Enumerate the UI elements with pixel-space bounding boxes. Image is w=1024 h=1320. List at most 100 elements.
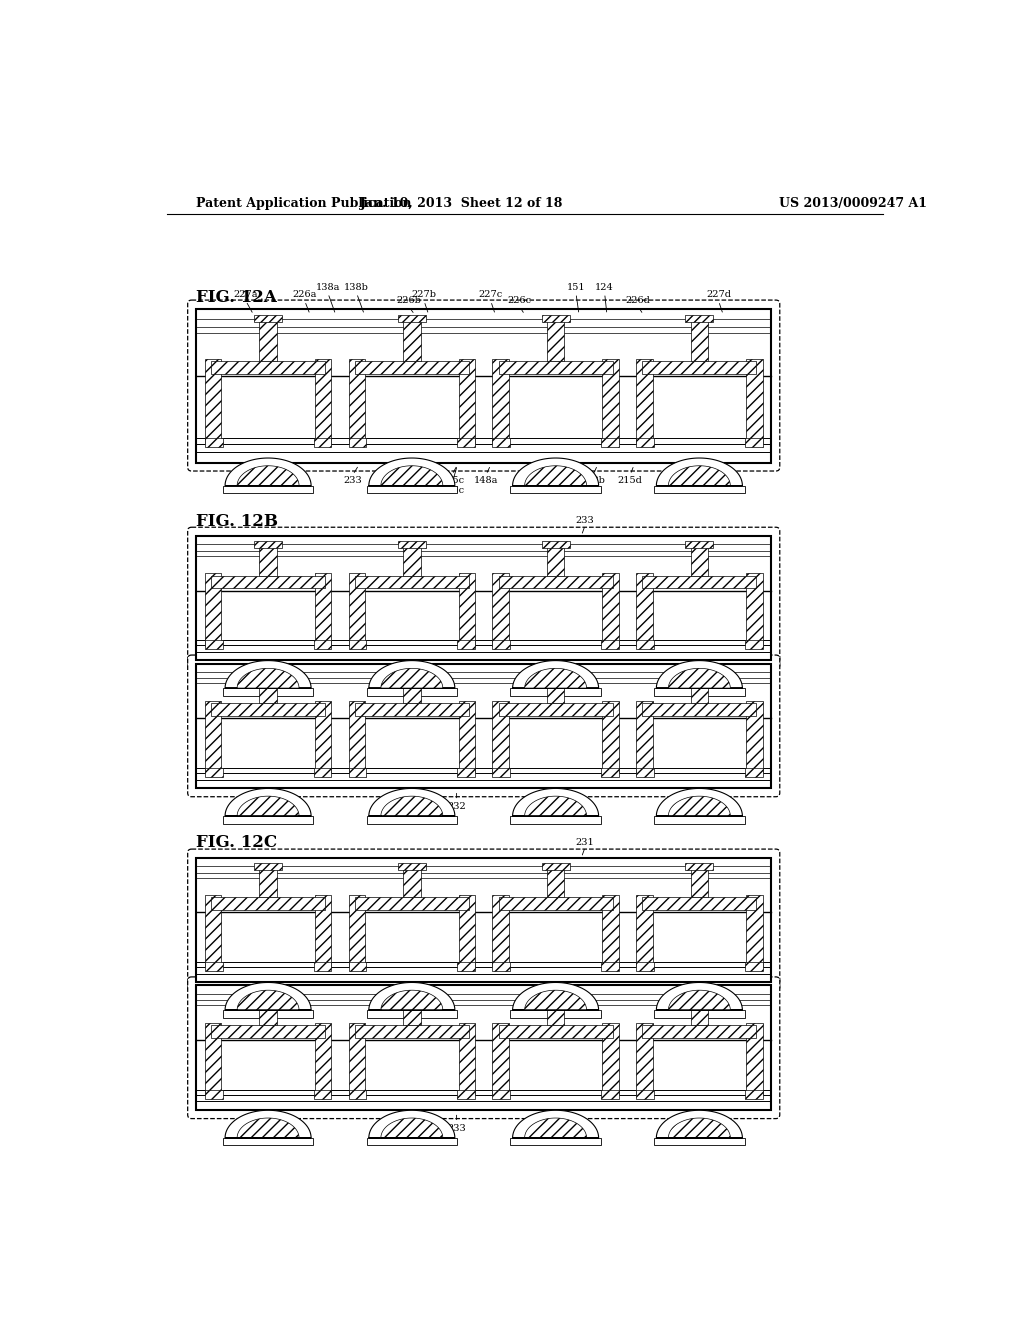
Bar xyxy=(547,545,564,576)
Bar xyxy=(493,701,509,774)
Bar xyxy=(499,362,612,374)
Bar xyxy=(259,319,276,362)
Bar xyxy=(348,962,367,972)
Bar xyxy=(459,895,475,968)
Polygon shape xyxy=(381,466,442,486)
Polygon shape xyxy=(513,1110,599,1138)
Bar xyxy=(223,1138,313,1146)
Bar xyxy=(685,314,714,322)
FancyBboxPatch shape xyxy=(187,977,779,1118)
Bar xyxy=(602,573,618,645)
Bar xyxy=(636,1090,654,1100)
Bar xyxy=(205,573,221,645)
Bar xyxy=(746,359,763,444)
Bar xyxy=(542,668,569,676)
Text: 231: 231 xyxy=(575,838,595,847)
Polygon shape xyxy=(656,1110,742,1138)
Text: 151: 151 xyxy=(566,282,586,292)
Bar xyxy=(654,816,744,824)
Bar xyxy=(223,816,313,824)
Polygon shape xyxy=(669,1118,730,1138)
Bar xyxy=(197,536,771,660)
Bar xyxy=(510,816,601,824)
Bar xyxy=(744,962,763,972)
Bar xyxy=(690,995,709,1026)
Bar xyxy=(601,1090,618,1100)
Polygon shape xyxy=(513,660,599,688)
Bar xyxy=(398,668,426,676)
Bar xyxy=(254,862,282,870)
Bar xyxy=(348,438,367,446)
Bar xyxy=(636,962,654,972)
Bar xyxy=(403,545,421,576)
Bar xyxy=(636,701,652,774)
Bar xyxy=(493,768,510,777)
Bar xyxy=(367,1010,457,1018)
Text: 226b: 226b xyxy=(396,296,421,305)
Bar xyxy=(211,362,325,374)
FancyBboxPatch shape xyxy=(187,527,779,669)
Text: Patent Application Publication: Patent Application Publication xyxy=(197,197,412,210)
Polygon shape xyxy=(524,1118,587,1138)
Bar xyxy=(259,673,276,704)
Bar xyxy=(459,701,475,774)
Bar xyxy=(355,576,469,589)
Text: 233: 233 xyxy=(343,477,362,486)
Polygon shape xyxy=(656,458,742,486)
Bar xyxy=(636,768,654,777)
Bar xyxy=(601,962,618,972)
Bar xyxy=(499,576,612,589)
Bar xyxy=(313,640,332,649)
Bar xyxy=(636,573,652,645)
Bar xyxy=(459,573,475,645)
Text: FIG. 12A: FIG. 12A xyxy=(197,289,278,306)
Bar xyxy=(254,990,282,998)
Polygon shape xyxy=(225,458,311,486)
Text: 215c: 215c xyxy=(440,477,464,486)
Bar xyxy=(197,664,771,788)
Text: 138b: 138b xyxy=(344,282,369,292)
Bar xyxy=(690,867,709,898)
Bar xyxy=(355,898,469,909)
Bar xyxy=(744,640,763,649)
Bar xyxy=(636,640,654,649)
Polygon shape xyxy=(524,990,587,1010)
Bar xyxy=(685,541,714,548)
Bar xyxy=(685,862,714,870)
Bar xyxy=(601,640,618,649)
Bar xyxy=(211,1026,325,1038)
Polygon shape xyxy=(238,1118,299,1138)
Bar xyxy=(313,768,332,777)
Polygon shape xyxy=(669,668,730,688)
Text: 227b: 227b xyxy=(412,290,436,300)
Text: 216a: 216a xyxy=(278,486,301,495)
Polygon shape xyxy=(369,1110,455,1138)
Bar xyxy=(636,438,654,446)
Text: 216d: 216d xyxy=(711,486,735,495)
Bar xyxy=(348,1023,365,1096)
Bar xyxy=(259,545,276,576)
Bar xyxy=(458,640,475,649)
Bar xyxy=(205,962,222,972)
Bar xyxy=(348,701,365,774)
Bar xyxy=(542,314,569,322)
Polygon shape xyxy=(381,796,442,816)
Bar xyxy=(685,990,714,998)
Bar xyxy=(602,1023,618,1096)
Polygon shape xyxy=(656,982,742,1010)
Bar xyxy=(690,673,709,704)
Bar xyxy=(398,990,426,998)
Bar xyxy=(642,704,757,715)
Bar xyxy=(642,1026,757,1038)
Bar xyxy=(636,895,652,968)
Text: 148b: 148b xyxy=(581,477,605,486)
Text: FIG. 12B: FIG. 12B xyxy=(197,512,279,529)
Bar xyxy=(458,1090,475,1100)
Text: 226c: 226c xyxy=(507,296,531,305)
Polygon shape xyxy=(513,982,599,1010)
Bar xyxy=(367,816,457,824)
Polygon shape xyxy=(656,788,742,816)
Bar xyxy=(205,701,221,774)
Text: 227d: 227d xyxy=(707,290,731,300)
Bar xyxy=(205,1023,221,1096)
